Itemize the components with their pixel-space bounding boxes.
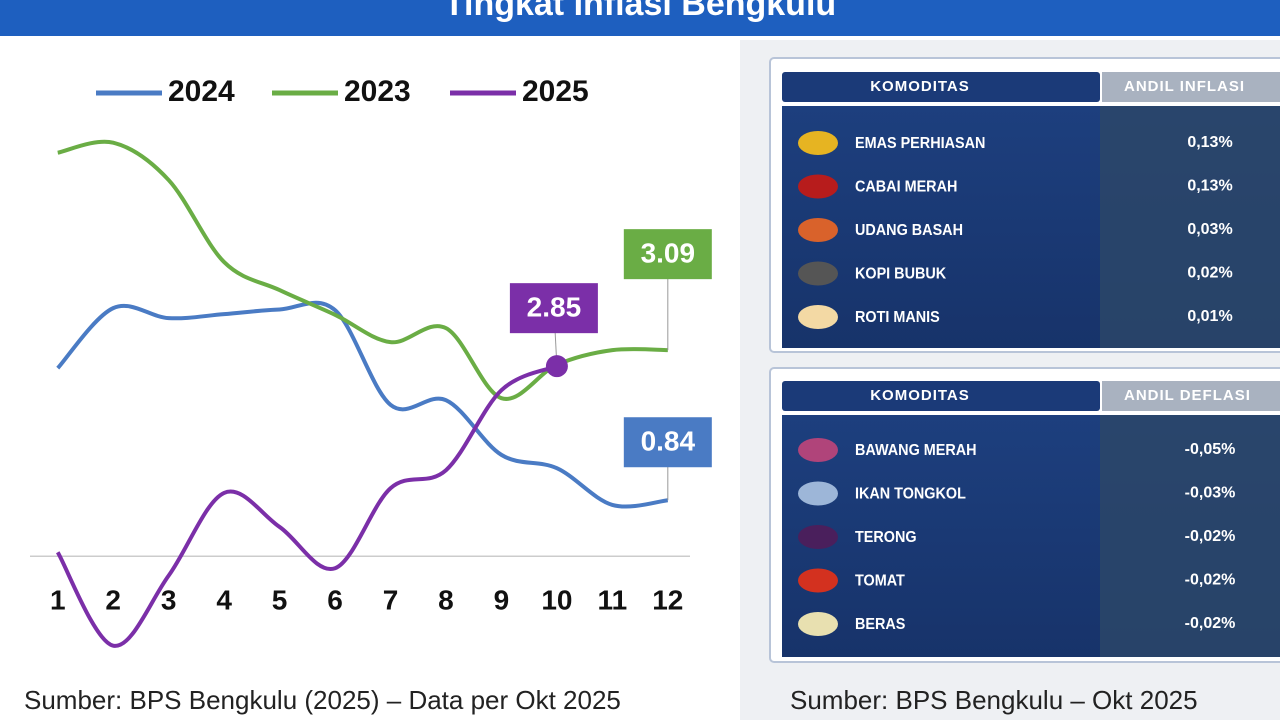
x-tick-label: 9	[494, 584, 510, 615]
table-source: Sumber: BPS Bengkulu – Okt 2025	[790, 685, 1198, 715]
table-header: ANDIL DEFLASI	[1124, 387, 1251, 404]
header-bar	[782, 72, 1100, 102]
series-line	[55, 364, 558, 648]
header-bar	[1102, 381, 1280, 411]
x-tick-label: 12	[652, 584, 683, 615]
value-column	[1100, 415, 1280, 657]
x-tick-label: 3	[161, 584, 177, 615]
commodity-name: ROTI MANIS	[855, 309, 940, 327]
value-label-box	[623, 417, 712, 468]
x-tick-label: 8	[438, 584, 454, 615]
commodity-name: BAWANG MERAH	[855, 442, 977, 460]
table-header: KOMODITAS	[870, 387, 970, 404]
x-tick-label: 6	[327, 584, 343, 615]
row-icon	[798, 481, 838, 506]
legend-label: 2023	[344, 75, 411, 108]
value-label: 3.09	[641, 238, 696, 269]
x-tick-label: 5	[272, 584, 288, 615]
end-marker	[545, 355, 568, 378]
value-label: 2.85	[527, 292, 582, 323]
row-icon	[798, 131, 838, 155]
value-label: 0.84	[641, 426, 696, 457]
title: Tingkat Inflasi Bengkulu	[444, 0, 836, 23]
row-icon	[798, 174, 838, 199]
table-header: KOMODITAS	[870, 78, 970, 95]
title-banner	[0, 0, 1280, 36]
commodity-value: -0,02%	[1185, 615, 1236, 632]
commodity-name: TERONG	[855, 529, 917, 547]
commodity-value: 0,01%	[1187, 308, 1232, 325]
tables: KOMODITAS ANDIL INFLASI EMAS PERHIASAN 0,13…	[769, 57, 1280, 663]
commodity-name: IKAN TONGKOL	[855, 485, 966, 503]
row-icon	[798, 568, 838, 593]
row-icon	[798, 438, 838, 462]
row-icon	[798, 218, 838, 242]
commodity-name: KOPI BUBUK	[855, 265, 946, 283]
header-bar	[782, 381, 1100, 411]
series-line	[56, 300, 669, 509]
commodity-name: EMAS PERHIASAN	[855, 135, 985, 153]
value-label-box	[509, 283, 598, 334]
chart-source: Sumber: BPS Bengkulu (2025) – Data per O…	[24, 685, 621, 715]
commodity-value: -0,05%	[1185, 441, 1236, 458]
commodity-value: -0,02%	[1185, 528, 1236, 545]
value-label-box	[623, 229, 712, 280]
header-bar	[1102, 72, 1280, 102]
x-tick-label: 7	[383, 584, 399, 615]
row-icon	[798, 305, 838, 329]
row-icon	[798, 612, 838, 636]
commodity-name: CABAI MERAH	[855, 178, 957, 196]
commodity-value: -0,02%	[1185, 572, 1236, 589]
row-icon	[798, 525, 838, 549]
commodity-name: TOMAT	[855, 572, 906, 590]
commodity-value: 0,03%	[1187, 221, 1232, 238]
table-header: ANDIL INFLASI	[1124, 78, 1245, 95]
commodity-value: -0,03%	[1185, 485, 1236, 502]
commodity-value: 0,13%	[1187, 134, 1232, 151]
commodity-value: 0,02%	[1187, 265, 1232, 282]
x-tick-label: 4	[216, 584, 232, 615]
x-tick-label: 10	[541, 584, 572, 615]
commodity-value: 0,13%	[1187, 178, 1232, 195]
legend-label: 2024	[168, 75, 235, 108]
commodity-name: UDANG BASAH	[855, 222, 963, 240]
commodity-name: BERAS	[855, 616, 905, 634]
legend-label: 2025	[522, 75, 589, 108]
x-tick-label: 2	[105, 584, 121, 615]
row-icon	[798, 261, 838, 286]
value-column	[1100, 106, 1280, 348]
x-tick-label: 11	[598, 584, 628, 615]
x-tick-label: 1	[50, 584, 66, 615]
